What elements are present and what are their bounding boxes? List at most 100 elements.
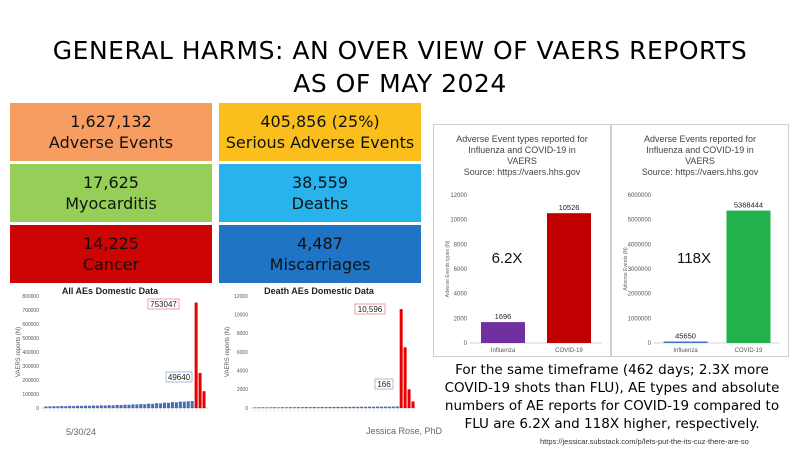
panel-title: Adverse Event types reported for bbox=[456, 134, 588, 144]
bar bbox=[265, 407, 269, 408]
bar bbox=[111, 405, 115, 408]
summary-line-3: numbers of AE reports for COVID-19 compa… bbox=[444, 398, 780, 414]
multiplier-label: 6.2X bbox=[492, 250, 523, 267]
y-axis-label: Adverse Events types (N) bbox=[445, 240, 451, 297]
panel-title: VAERS bbox=[685, 156, 715, 166]
bar-value-label: 10526 bbox=[559, 203, 580, 212]
bar bbox=[135, 404, 139, 408]
bar bbox=[261, 407, 265, 408]
bar bbox=[285, 407, 289, 408]
bar bbox=[364, 406, 368, 408]
bar bbox=[273, 407, 277, 408]
footer-author: Jessica Rose, PhD bbox=[366, 426, 443, 436]
y-tick-label: 600000 bbox=[22, 322, 39, 328]
y-axis-label: Adverse Events (N) bbox=[623, 247, 629, 291]
bar bbox=[368, 406, 372, 408]
bar bbox=[403, 347, 407, 408]
bar bbox=[155, 403, 159, 408]
bar bbox=[348, 406, 352, 408]
y-tick-label: 0 bbox=[648, 341, 652, 347]
x-tick-label: Influenza bbox=[673, 348, 698, 354]
bar bbox=[399, 309, 403, 408]
y-tick-label: 5000000 bbox=[628, 218, 652, 224]
y-tick-label: 6000 bbox=[237, 350, 248, 356]
bar bbox=[379, 406, 383, 408]
x-tick-label: COVID-19 bbox=[735, 348, 763, 354]
bar bbox=[48, 406, 52, 408]
multiplier-label: 118X bbox=[677, 250, 711, 267]
bar bbox=[352, 406, 356, 408]
title-line-2: AS OF MAY 2024 bbox=[293, 69, 507, 98]
bar bbox=[726, 210, 771, 343]
bar bbox=[95, 405, 99, 408]
bar bbox=[64, 406, 68, 408]
bar bbox=[202, 391, 206, 408]
y-tick-label: 3000000 bbox=[628, 267, 652, 273]
chart-title: Death AEs Domestic Data bbox=[264, 286, 375, 296]
bar bbox=[277, 407, 281, 408]
bar bbox=[320, 406, 324, 408]
callout-box bbox=[374, 378, 394, 390]
y-tick-label: 400000 bbox=[22, 350, 39, 356]
footer-date: 5/30/24 bbox=[66, 427, 97, 437]
bar bbox=[356, 406, 360, 408]
bar bbox=[332, 406, 336, 408]
panel-title: Source: https://vaers.hhs.gov bbox=[642, 167, 759, 177]
y-tick-label: 10000 bbox=[450, 218, 467, 224]
summary-text: For the same timeframe (462 days; 2.3X m… bbox=[440, 361, 784, 433]
callout-box bbox=[147, 298, 180, 310]
ae-types-panel: Adverse Event types reported for Influenz… bbox=[433, 124, 611, 357]
y-tick-label: 10000 bbox=[234, 312, 248, 318]
y-tick-label: 300000 bbox=[22, 364, 39, 370]
x-tick-label: Influenza bbox=[491, 348, 516, 354]
summary-line-1: For the same timeframe (462 days; 2.3X m… bbox=[455, 362, 769, 378]
y-tick-label: 12000 bbox=[234, 294, 248, 300]
bar bbox=[151, 403, 155, 408]
bar bbox=[115, 404, 119, 408]
bar bbox=[80, 405, 84, 408]
bar bbox=[328, 406, 332, 408]
bar bbox=[83, 405, 87, 408]
bar-value-label: 45650 bbox=[675, 332, 696, 341]
bar bbox=[147, 403, 151, 408]
bar bbox=[663, 341, 708, 343]
bar bbox=[407, 389, 411, 408]
y-tick-label: 2000 bbox=[237, 387, 248, 393]
y-tick-label: 6000 bbox=[454, 267, 468, 273]
stat-tile-value: 14,225 bbox=[83, 234, 139, 253]
bar bbox=[143, 404, 147, 408]
chart-title: All AEs Domestic Data bbox=[62, 286, 159, 296]
bar bbox=[99, 405, 103, 408]
bar bbox=[383, 406, 387, 408]
panel-title: Influenza and COVID-19 in bbox=[468, 145, 576, 155]
stat-tile-label: Serious Adverse Events bbox=[225, 133, 415, 152]
stat-tile-label: Adverse Events bbox=[48, 133, 174, 152]
bar bbox=[316, 407, 320, 408]
bar bbox=[395, 406, 399, 408]
chart-background bbox=[219, 284, 422, 419]
y-axis-label: VAERS reports (N) bbox=[225, 327, 231, 377]
stat-tile: 1,627,132 Adverse Events bbox=[10, 103, 212, 161]
bar bbox=[56, 406, 60, 408]
bar bbox=[68, 405, 72, 408]
title-line-1: GENERAL HARMS: AN OVER VIEW OF VAERS REP… bbox=[52, 36, 748, 65]
bar bbox=[391, 406, 395, 408]
bar bbox=[166, 402, 170, 408]
stat-tile-label: Myocarditis bbox=[65, 194, 157, 213]
panel-title: Adverse Events reported for bbox=[644, 134, 756, 144]
y-tick-label: 700000 bbox=[22, 308, 39, 314]
y-tick-label: 0 bbox=[464, 341, 468, 347]
stat-tile: 14,225 Cancer bbox=[10, 225, 212, 283]
ae-counts-panel: Adverse Events reported for Influenza and… bbox=[611, 124, 789, 357]
y-tick-label: 100000 bbox=[22, 392, 39, 398]
bar-value-label: 1696 bbox=[495, 312, 512, 321]
y-tick-label: 4000 bbox=[237, 368, 248, 374]
y-tick-label: 12000 bbox=[450, 193, 467, 199]
y-tick-label: 8000 bbox=[237, 331, 248, 337]
page-title: GENERAL HARMS: AN OVER VIEW OF VAERS REP… bbox=[0, 34, 800, 100]
callout-label: 10,596 bbox=[358, 305, 383, 314]
bar bbox=[198, 373, 202, 408]
stat-tile-label: Cancer bbox=[82, 255, 140, 274]
bar bbox=[344, 406, 348, 408]
stat-tile: 405,856 (25%) Serious Adverse Events bbox=[219, 103, 421, 161]
